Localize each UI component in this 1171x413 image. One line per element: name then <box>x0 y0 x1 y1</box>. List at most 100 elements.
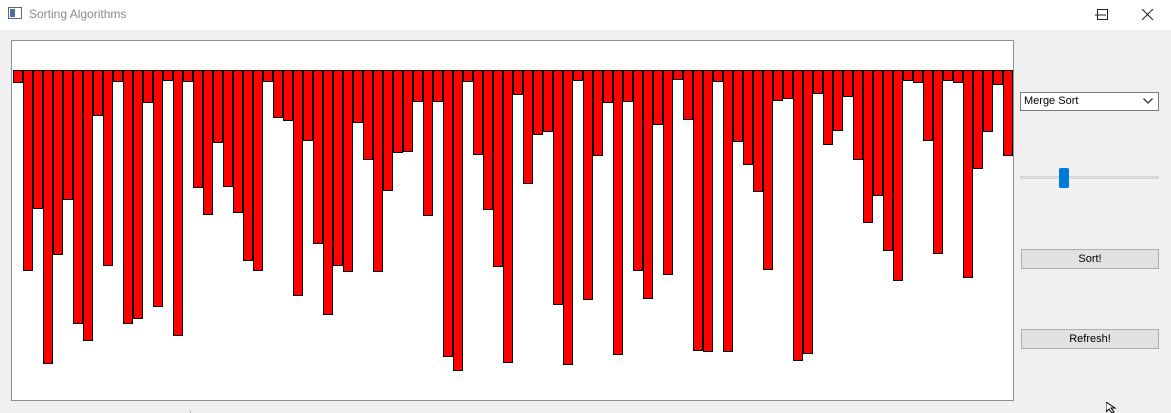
bar <box>133 70 143 319</box>
bar <box>943 70 953 81</box>
bar <box>503 70 513 363</box>
bar <box>953 70 963 83</box>
bar <box>693 70 703 351</box>
bar <box>553 70 563 305</box>
title-bar: Sorting Algorithms <box>0 0 1171 30</box>
minimize-icon <box>1095 14 1106 16</box>
bar <box>413 70 423 102</box>
bar <box>873 70 883 196</box>
bar <box>153 70 163 307</box>
bar <box>893 70 903 281</box>
bar <box>793 70 803 361</box>
cursor-icon <box>1106 402 1117 413</box>
bar <box>403 70 413 152</box>
bar <box>683 70 693 120</box>
bar <box>833 70 843 131</box>
bar <box>163 70 173 81</box>
bar <box>333 70 343 266</box>
bar <box>673 70 683 80</box>
speed-slider-track[interactable] <box>1020 176 1159 179</box>
bar <box>963 70 973 278</box>
bar <box>643 70 653 299</box>
bar <box>723 70 733 352</box>
bar <box>713 70 723 82</box>
bar <box>933 70 943 254</box>
bar <box>763 70 773 270</box>
bar <box>583 70 593 300</box>
bar <box>773 70 783 101</box>
maximize-button[interactable] <box>1080 0 1126 30</box>
bar <box>23 70 33 271</box>
bar <box>903 70 913 81</box>
bar <box>453 70 463 371</box>
bar-canvas <box>11 40 1014 401</box>
bar <box>293 70 303 296</box>
algorithm-dropdown-value: Merge Sort <box>1024 95 1079 107</box>
bar <box>183 70 193 82</box>
bar <box>343 70 353 272</box>
bar <box>53 70 63 255</box>
bar <box>753 70 763 192</box>
bar-chart <box>13 70 1013 371</box>
bar <box>603 70 613 103</box>
bar <box>1003 70 1013 156</box>
bar <box>283 70 293 121</box>
bar <box>433 70 443 102</box>
bar <box>973 70 983 169</box>
bar <box>993 70 1003 85</box>
maximize-icon <box>1097 9 1108 20</box>
bar <box>853 70 863 160</box>
bar <box>123 70 133 324</box>
minimize-button[interactable] <box>1078 0 1124 30</box>
bar <box>313 70 323 244</box>
bar <box>383 70 393 191</box>
bar <box>473 70 483 155</box>
bar <box>13 70 23 83</box>
bar <box>523 70 533 184</box>
bar <box>663 70 673 275</box>
bar <box>573 70 583 81</box>
algorithm-dropdown[interactable]: Merge Sort <box>1020 92 1159 111</box>
bar <box>93 70 103 116</box>
close-button[interactable] <box>1125 0 1171 30</box>
bar <box>783 70 793 99</box>
bar <box>443 70 453 357</box>
bar <box>323 70 333 315</box>
bar <box>633 70 643 271</box>
bar <box>743 70 753 165</box>
bar <box>143 70 153 103</box>
bar <box>733 70 743 142</box>
bar <box>703 70 713 352</box>
bar <box>73 70 83 324</box>
bar <box>173 70 183 336</box>
bar <box>913 70 923 83</box>
bar <box>33 70 43 209</box>
bar <box>563 70 573 365</box>
bar <box>273 70 283 118</box>
bar <box>63 70 73 200</box>
bar <box>103 70 113 266</box>
bar <box>83 70 93 341</box>
sort-button[interactable]: Sort! <box>1021 249 1159 269</box>
close-icon <box>1142 9 1154 21</box>
refresh-button[interactable]: Refresh! <box>1021 329 1159 349</box>
bar <box>493 70 503 267</box>
bar <box>533 70 543 135</box>
bar <box>823 70 833 145</box>
bar <box>653 70 663 125</box>
bar <box>193 70 203 188</box>
bar <box>813 70 823 94</box>
bar <box>43 70 53 364</box>
bar <box>883 70 893 251</box>
bar <box>843 70 853 97</box>
bar <box>983 70 993 132</box>
speed-slider-handle[interactable] <box>1059 168 1069 188</box>
bar <box>613 70 623 355</box>
bar <box>463 70 473 82</box>
chevron-down-icon <box>1143 98 1153 104</box>
bar <box>483 70 493 210</box>
bar <box>623 70 633 102</box>
bar <box>353 70 363 123</box>
window-title: Sorting Algorithms <box>29 7 127 21</box>
status-separator <box>190 410 191 413</box>
